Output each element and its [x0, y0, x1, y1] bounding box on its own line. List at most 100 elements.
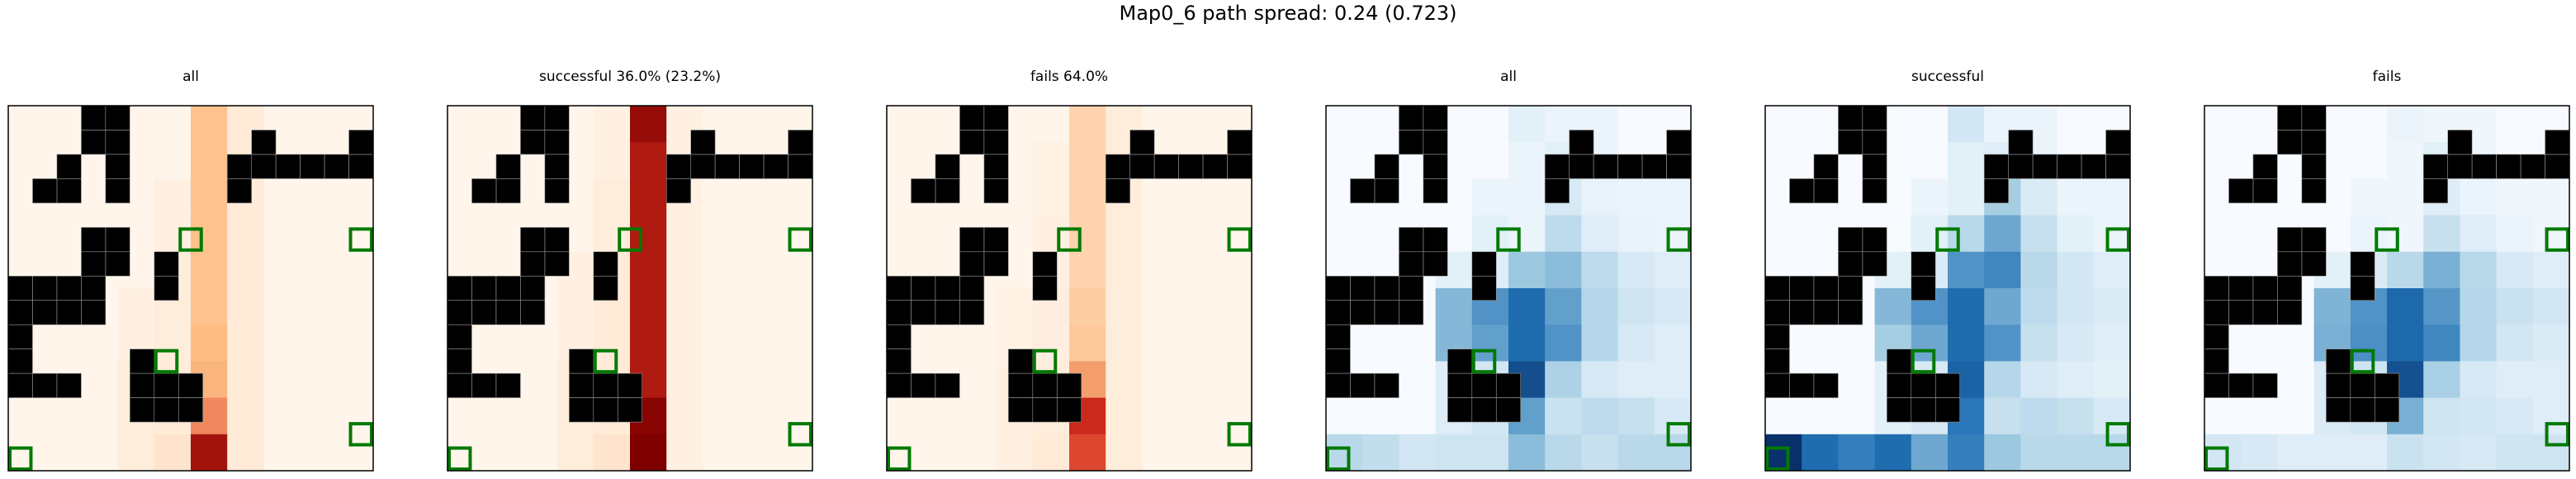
- heat-cell: [1326, 215, 1363, 253]
- panel-title: all: [182, 69, 199, 85]
- panel-title: fails: [2373, 69, 2402, 85]
- obstacle-cell: [2301, 227, 2327, 253]
- obstacle-cell: [2228, 372, 2254, 398]
- heat-cell: [1032, 106, 1070, 143]
- heat-cell: [1106, 434, 1143, 472]
- obstacle-cell: [959, 130, 985, 155]
- heat-cell: [154, 178, 192, 216]
- heat-cell: [1654, 361, 1692, 399]
- obstacle-cell: [1666, 154, 1692, 179]
- heat-cell: [1654, 288, 1692, 325]
- obstacle-cell: [495, 178, 521, 204]
- obstacle-cell: [1399, 130, 1424, 155]
- obstacle-cell: [983, 154, 1009, 179]
- heat-cell: [336, 361, 374, 399]
- obstacle-cell: [56, 178, 82, 204]
- obstacle-cell: [1423, 227, 1448, 253]
- heat-cell: [263, 361, 301, 399]
- obstacle-cell: [2032, 154, 2057, 179]
- heat-cell: [520, 434, 558, 472]
- heat-cell: [2277, 361, 2315, 399]
- heat-cell: [1069, 434, 1106, 472]
- heat-cell: [1874, 434, 1912, 472]
- heat-cell: [300, 361, 338, 399]
- heat-cell: [2423, 251, 2460, 289]
- obstacle-cell: [983, 105, 1009, 130]
- obstacle-cell: [447, 300, 472, 325]
- goal-marker: [1326, 446, 1351, 471]
- heat-cell: [1178, 251, 1216, 289]
- goal-marker: [1496, 227, 1521, 252]
- heat-cell: [739, 397, 777, 435]
- axes-frame: [886, 105, 1252, 472]
- heat-cell: [2057, 178, 2095, 216]
- goal-marker: [788, 227, 812, 252]
- heat-cell: [1765, 215, 1802, 253]
- heat-cell: [227, 361, 264, 399]
- obstacle-cell: [1325, 300, 1351, 325]
- obstacle-cell: [1887, 372, 1912, 398]
- obstacle-cell: [886, 300, 912, 325]
- heat-cell: [923, 325, 960, 362]
- obstacle-cell: [2252, 154, 2278, 179]
- heat-cell: [263, 397, 301, 435]
- heat-cell: [484, 434, 521, 472]
- heat-cell: [2241, 434, 2278, 472]
- obstacle-cell: [1813, 154, 1839, 179]
- heat-cell: [45, 106, 82, 143]
- obstacle-cell: [1764, 300, 1790, 325]
- heat-cell: [2423, 288, 2460, 325]
- heat-cell: [887, 434, 924, 472]
- heat-cell: [1215, 215, 1252, 253]
- heat-cell: [1215, 288, 1252, 325]
- heat-cell: [703, 178, 741, 216]
- obstacle-cell: [2228, 275, 2254, 301]
- heat-cell: [1874, 288, 1912, 325]
- heat-cell: [2496, 397, 2534, 435]
- obstacle-cell: [2496, 154, 2522, 179]
- heat-cell: [447, 106, 485, 143]
- heat-cell: [1178, 178, 1216, 216]
- goal-marker: [1227, 227, 1252, 252]
- heat-cell: [1765, 397, 1802, 435]
- heat-cell: [81, 434, 119, 472]
- obstacle-cell: [1325, 324, 1351, 349]
- heat-cell: [1617, 215, 1655, 253]
- obstacle-cell: [1202, 154, 1228, 179]
- heat-cell: [1435, 288, 1473, 325]
- obstacle-cell: [2057, 154, 2082, 179]
- heat-cell: [1362, 434, 1399, 472]
- obstacle-cell: [1325, 275, 1351, 301]
- heat-cell: [630, 251, 667, 289]
- heat-cell: [1508, 325, 1546, 362]
- obstacle-cell: [1350, 178, 1376, 204]
- obstacle-cell: [2350, 251, 2375, 277]
- heat-cell: [2057, 434, 2095, 472]
- obstacle-cell: [959, 300, 985, 325]
- heat-cell: [1654, 434, 1692, 472]
- heat-cell: [887, 397, 924, 435]
- obstacle-cell: [178, 372, 204, 398]
- heat-cell: [2204, 434, 2242, 472]
- heat-cell: [1617, 251, 1655, 289]
- heat-cell: [556, 434, 594, 472]
- heat-cell: [666, 434, 703, 472]
- heat-cell: [739, 106, 777, 143]
- obstacle-cell: [1105, 154, 1130, 179]
- heat-cell: [666, 397, 703, 435]
- obstacle-cell: [1447, 349, 1473, 374]
- heat-cell: [2057, 251, 2095, 289]
- heat-cell: [739, 251, 777, 289]
- obstacle-cell: [56, 300, 82, 325]
- heat-cell: [923, 106, 960, 143]
- heat-cell: [1106, 325, 1143, 362]
- heat-cell: [1984, 251, 2021, 289]
- obstacle-cell: [130, 372, 155, 398]
- obstacle-cell: [226, 178, 252, 204]
- heat-cell: [775, 251, 813, 289]
- heat-cell: [1362, 215, 1399, 253]
- obstacle-cell: [1911, 251, 1936, 277]
- obstacle-cell: [56, 275, 82, 301]
- heat-cell: [1617, 178, 1655, 216]
